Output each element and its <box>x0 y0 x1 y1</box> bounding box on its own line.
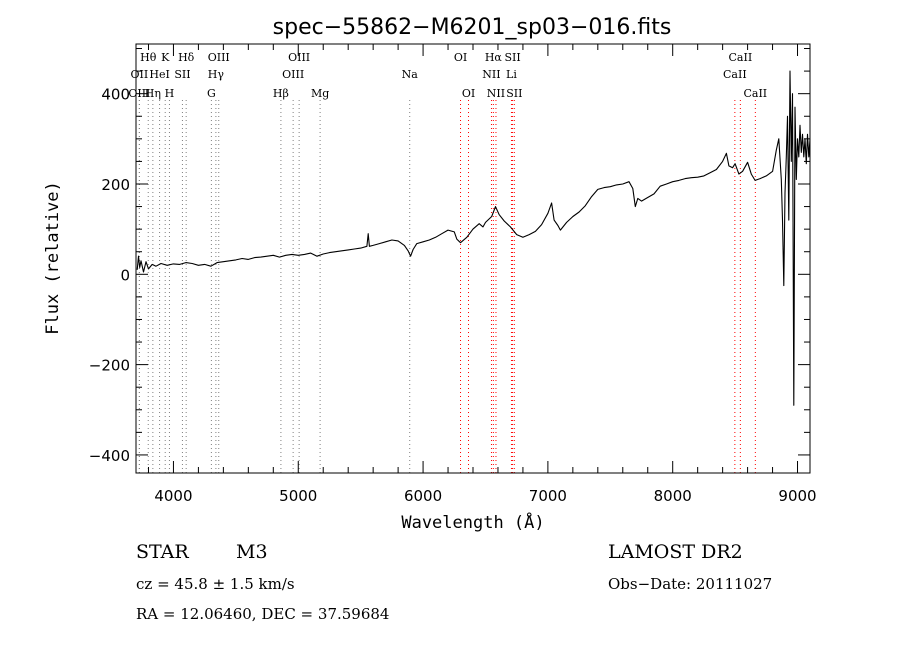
y-axis: −400 −200 0 200 400 <box>89 48 810 465</box>
x-tick-label: 5000 <box>279 487 317 505</box>
spectral-line-label: Li <box>506 68 517 81</box>
spectrum-line <box>136 70 811 406</box>
coordinates-text: RA = 12.06460, DEC = 37.59684 <box>136 605 389 623</box>
spectral-line-label: Hβ <box>273 87 289 100</box>
redshift-text: cz = 45.8 ± 1.5 km/s <box>136 575 295 593</box>
spectrum-series <box>136 70 811 406</box>
object-class: STAR <box>136 541 189 563</box>
spectral-line-label: OI <box>454 51 467 64</box>
survey-name: LAMOST DR2 <box>608 541 743 563</box>
spectral-line-label: Hθ <box>140 51 157 64</box>
object-subclass: M3 <box>236 541 268 563</box>
spectral-line-label: Hα <box>485 51 503 64</box>
spectral-line-label: CaII <box>743 87 767 100</box>
y-tick-label: 400 <box>101 86 130 104</box>
obs-date-text: Obs−Date: 20111027 <box>608 575 772 593</box>
spectral-line-label: HeI <box>149 68 169 81</box>
spectral-line-label: OIII <box>282 68 304 81</box>
spectral-line-label: NII <box>482 68 500 81</box>
spectral-line-label: Mg <box>311 87 329 100</box>
y-tick-label: 200 <box>101 176 130 194</box>
chart-title: spec−55862−M6201_sp03−016.fits <box>273 15 672 40</box>
x-tick-label: 6000 <box>404 487 442 505</box>
x-tick-label: 9000 <box>778 487 816 505</box>
x-tick-label: 4000 <box>154 487 192 505</box>
spectral-line-label: H <box>165 87 175 100</box>
spectral-line-label: OIII <box>208 51 230 64</box>
spectral-line-label: K <box>161 51 170 64</box>
spectral-line-label: NII <box>487 87 505 100</box>
spectral-line-label: SII <box>504 51 520 64</box>
y-tick-label: −400 <box>89 447 130 465</box>
spectral-line-label: CaII <box>729 51 753 64</box>
spectral-line-label: OI <box>462 87 475 100</box>
plot-frame <box>135 43 811 474</box>
x-axis: 4000 5000 6000 7000 8000 9000 <box>147 44 817 505</box>
x-tick-label: 8000 <box>654 487 692 505</box>
y-tick-label: −200 <box>89 357 130 375</box>
x-tick-label: 7000 <box>529 487 567 505</box>
spectral-line-label: OIII <box>288 51 310 64</box>
spectral-line-label: SII <box>174 68 190 81</box>
y-axis-label: Flux (relative) <box>43 181 63 335</box>
spectral-line-label: Hγ <box>208 68 225 81</box>
spectral-line-label: CaII <box>723 68 747 81</box>
spectral-line-label: OII <box>131 68 149 81</box>
spectral-line-label: Na <box>402 68 419 81</box>
x-axis-label: Wavelength (Å) <box>401 511 544 533</box>
spectral-line-label: G <box>207 87 216 100</box>
spectral-line-label: Hδ <box>178 51 195 64</box>
y-tick-label: 0 <box>120 266 130 284</box>
spectral-line-label: Hη <box>145 87 161 100</box>
spectral-line-label: SII <box>506 87 522 100</box>
